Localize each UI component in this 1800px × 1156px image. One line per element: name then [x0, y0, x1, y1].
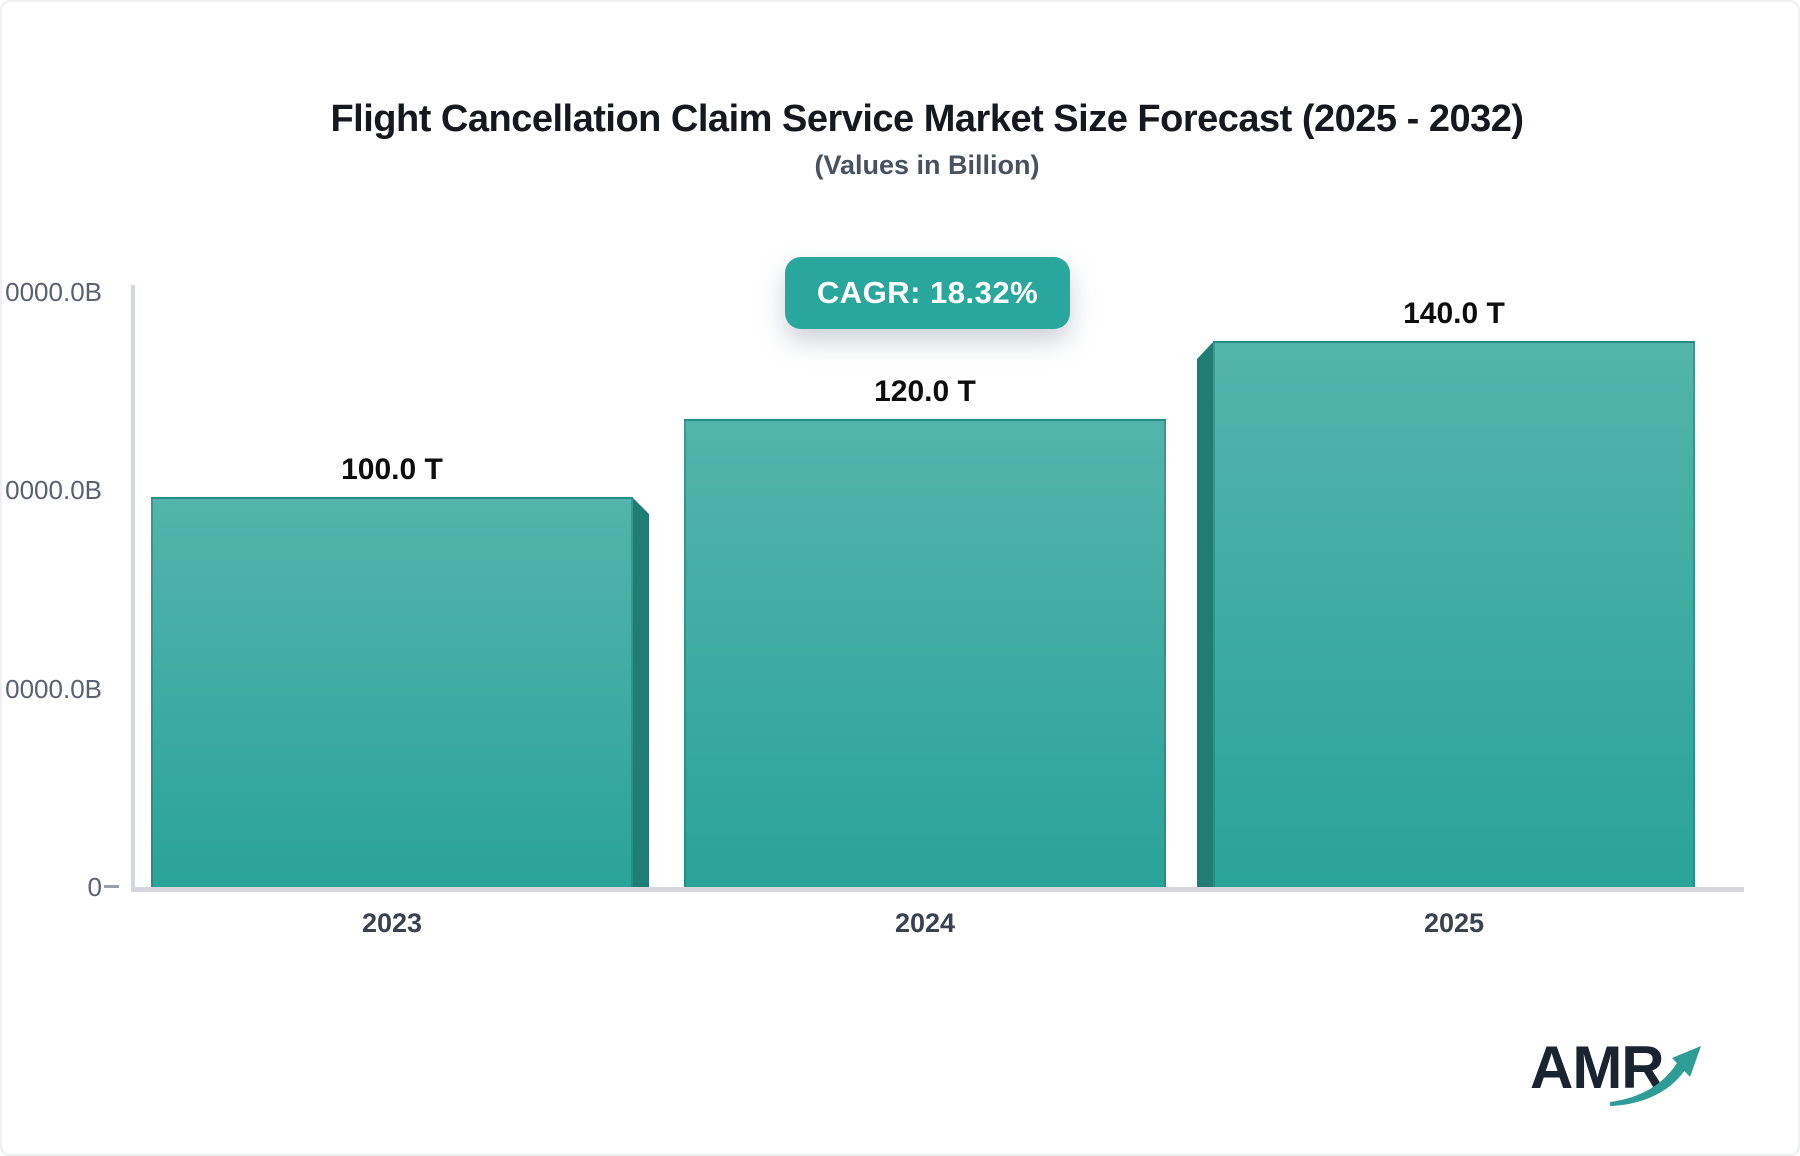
cagr-badge-label: CAGR: 18.32%	[816, 275, 1039, 310]
y-axis-tick-mark	[104, 885, 119, 888]
amr-logo: AMR	[1530, 1038, 1740, 1128]
bar-value-label: 140.0 T	[1403, 297, 1505, 330]
bar-2024	[684, 419, 1166, 887]
chart-title: Flight Cancellation Claim Service Market…	[330, 98, 1524, 140]
bar-2023	[151, 497, 633, 887]
y-axis-tick-label: 0000.0B	[5, 674, 102, 704]
bar-value-label: 120.0 T	[874, 375, 976, 408]
x-axis-tick-label: 2025	[1423, 908, 1485, 938]
x-axis-line	[131, 887, 1744, 892]
y-axis-tick-label: 0000.0B	[5, 277, 102, 307]
y-axis-tick-label: 0	[87, 872, 102, 902]
bar-3d-side-2023	[632, 497, 649, 887]
y-axis-tick-label: 0000.0B	[5, 475, 102, 505]
bar-value-label: 100.0 T	[341, 453, 443, 486]
amr-logo-text: AMR	[1530, 1034, 1665, 1101]
bar-2025	[1213, 341, 1695, 887]
bar-3d-side-2025	[1197, 341, 1214, 887]
x-axis-tick-label: 2023	[361, 908, 423, 938]
chart-subtitle: (Values in Billion)	[814, 150, 1040, 180]
y-axis-line	[131, 285, 135, 892]
cagr-badge: CAGR: 18.32%	[785, 257, 1070, 329]
amr-logo-arrow-icon	[1610, 1046, 1701, 1106]
x-axis-tick-label: 2024	[894, 908, 956, 938]
